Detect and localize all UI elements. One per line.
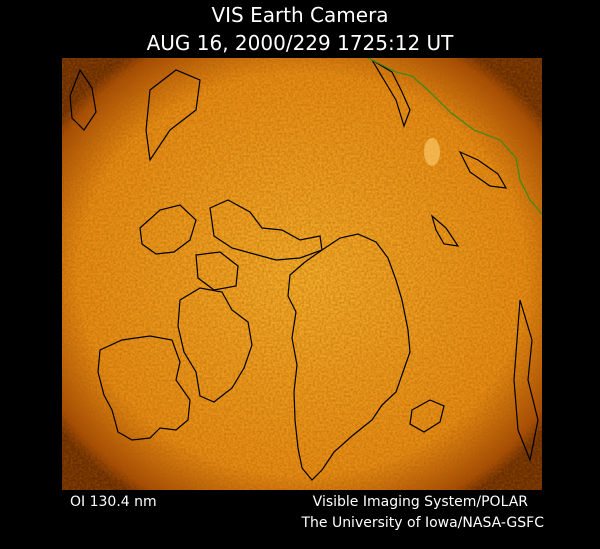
filter-label: OI 130.4 nm — [70, 494, 157, 510]
image-title: VIS Earth Camera — [211, 3, 388, 27]
timestamp: AUG 16, 2000/229 1725:12 UT — [147, 31, 455, 55]
institution-credit: The University of Iowa/NASA-GSFC — [300, 515, 544, 531]
earth-image — [62, 58, 542, 490]
instrument-credit: Visible Imaging System/POLAR — [313, 494, 529, 510]
